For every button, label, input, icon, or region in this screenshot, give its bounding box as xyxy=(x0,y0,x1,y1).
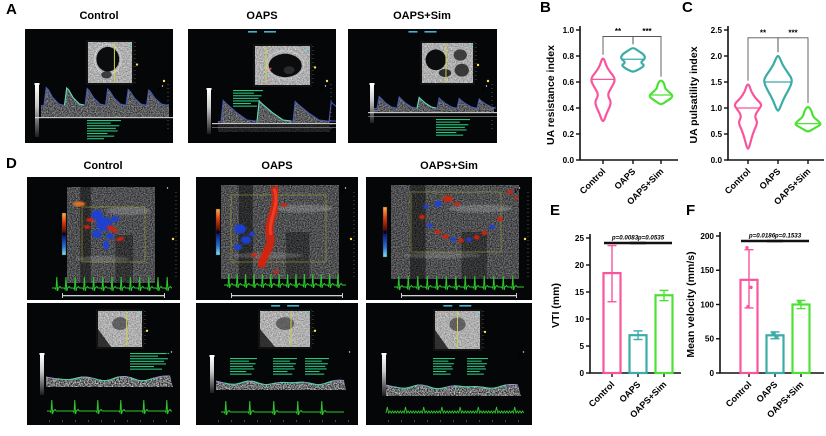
panel-label-a: A xyxy=(6,1,17,18)
ultrasound-a-control: V xyxy=(25,29,173,143)
svg-text:V: V xyxy=(344,353,349,359)
svg-text:***: *** xyxy=(788,28,798,37)
panel-d-title-oaps-sim: OAPS+Sim xyxy=(420,160,478,172)
ultrasound-a-oaps-sim: V xyxy=(348,29,497,143)
svg-text:0.0: 0.0 xyxy=(563,156,575,165)
svg-text:0.4: 0.4 xyxy=(563,104,575,113)
svg-text:V: V xyxy=(514,189,519,195)
svg-text:p=0.0535: p=0.0535 xyxy=(637,235,665,242)
svg-text:**: ** xyxy=(615,27,622,36)
ultrasound-d-color-oaps-sim: V xyxy=(366,177,532,300)
panel-d-title-control: Control xyxy=(83,160,123,172)
svg-text:V: V xyxy=(162,189,167,195)
ultrasound-d-color-control: V xyxy=(27,177,180,300)
svg-text:Control: Control xyxy=(723,166,753,196)
svg-text:V: V xyxy=(320,87,325,93)
svg-text:UA resistance index: UA resistance index xyxy=(545,45,557,145)
panel-label-e: E xyxy=(550,202,561,219)
svg-text:UA pulsatility index: UA pulsatility index xyxy=(688,46,700,143)
svg-text:150: 150 xyxy=(700,266,714,275)
ultrasound-a-oaps: V xyxy=(188,29,336,143)
svg-text:p=0.1533: p=0.1533 xyxy=(774,233,802,240)
svg-text:V: V xyxy=(518,353,523,359)
svg-text:V: V xyxy=(340,189,345,195)
svg-text:0: 0 xyxy=(579,369,584,378)
svg-text:0.0: 0.0 xyxy=(711,156,723,165)
svg-text:Control: Control xyxy=(724,379,754,409)
svg-text:0: 0 xyxy=(709,369,714,378)
panel-label-d: D xyxy=(6,155,17,172)
svg-text:15: 15 xyxy=(575,288,585,297)
panel-label-f: F xyxy=(686,202,696,219)
svg-text:1.5: 1.5 xyxy=(711,78,723,87)
svg-text:20: 20 xyxy=(575,261,585,270)
chart-ua-pulsatility-index: 0.0 0.5 1.0 1.5 2.0 2.5 UA pulsatility index Co… xyxy=(688,26,824,206)
svg-text:0.2: 0.2 xyxy=(563,130,575,139)
svg-text:p=0.0083: p=0.0083 xyxy=(611,235,639,242)
svg-text:OAPS: OAPS xyxy=(612,166,637,191)
ultrasound-d-color-oaps: V xyxy=(196,177,358,300)
svg-text:1.0: 1.0 xyxy=(711,104,723,113)
svg-text:Control: Control xyxy=(587,379,617,409)
panel-label-c: C xyxy=(682,0,693,16)
ultrasound-d-spectrum-control: V xyxy=(27,303,180,425)
svg-text:0.6: 0.6 xyxy=(563,78,575,87)
svg-text:0.5: 0.5 xyxy=(711,130,723,139)
svg-text:Mean velocity (mm/s): Mean velocity (mm/s) xyxy=(685,251,697,357)
svg-text:50: 50 xyxy=(705,335,715,344)
svg-text:10: 10 xyxy=(575,315,585,324)
ultrasound-d-spectrum-oaps-sim: V xyxy=(366,303,532,425)
svg-text:Control: Control xyxy=(578,166,608,196)
svg-text:1.0: 1.0 xyxy=(563,26,575,35)
svg-text:OAPS: OAPS xyxy=(757,166,782,191)
svg-text:VTI (mm): VTI (mm) xyxy=(550,283,562,328)
svg-text:5: 5 xyxy=(579,342,584,351)
svg-text:0.8: 0.8 xyxy=(563,52,575,61)
panel-a-title-control: Control xyxy=(79,10,119,22)
svg-text:2.5: 2.5 xyxy=(711,26,723,35)
panel-d-title-oaps: OAPS xyxy=(261,160,293,172)
svg-text:V: V xyxy=(481,87,486,93)
ultrasound-d-spectrum-oaps: V xyxy=(196,303,358,425)
panel-label-b: B xyxy=(540,0,551,16)
svg-text:25: 25 xyxy=(575,234,585,243)
svg-text:**: ** xyxy=(760,28,767,37)
svg-text:***: *** xyxy=(642,27,652,36)
svg-text:V: V xyxy=(166,353,171,359)
svg-text:p=0.0186: p=0.0186 xyxy=(748,233,776,240)
svg-text:100: 100 xyxy=(700,300,714,309)
svg-text:200: 200 xyxy=(700,232,714,241)
svg-text:2.0: 2.0 xyxy=(711,52,723,61)
panel-a-title-oaps: OAPS xyxy=(246,10,278,22)
chart-ua-resistance-index: 0.0 0.2 0.4 0.6 0.8 1.0 UA resistance index Con… xyxy=(545,26,678,206)
svg-text:V: V xyxy=(157,87,162,93)
panel-a-title-oaps-sim: OAPS+Sim xyxy=(393,10,451,22)
